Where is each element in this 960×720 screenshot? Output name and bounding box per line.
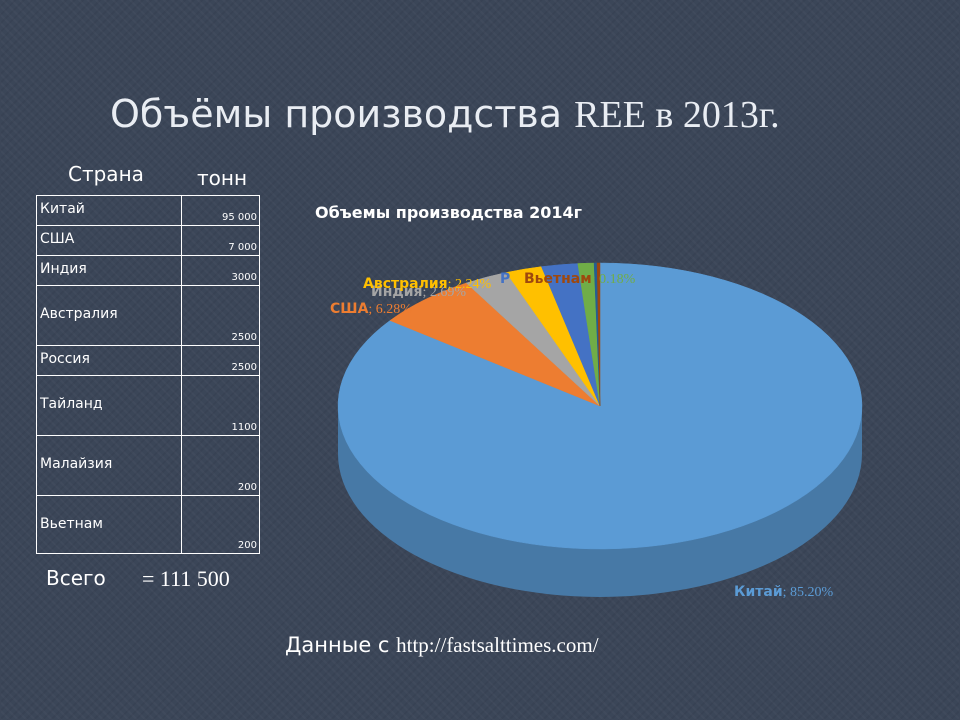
data-label-0: Китай; 85.20% (734, 584, 834, 600)
total-label: Всего (46, 566, 106, 590)
pie-slices (337, 262, 863, 550)
table-row: Вьетнам 200 (36, 495, 260, 554)
tons-cell: 200 (181, 435, 260, 496)
table-row: Индия 3000 (36, 255, 260, 286)
source-link[interactable]: http://fastsalttimes.com/ (396, 633, 599, 657)
column-header-country: Страна (68, 162, 144, 186)
country-cell: США (36, 225, 182, 256)
tons-cell: 7 000 (181, 225, 260, 256)
total-value: = 111 500 (142, 566, 230, 591)
slide-title: Объёмы производства REE в 2013г. (110, 92, 870, 137)
tons-cell: 2500 (181, 285, 260, 346)
data-label-3: Австралия; 2.24% (363, 276, 492, 292)
country-cell: Тайланд (36, 375, 182, 436)
data-label-overlap-2: Р (500, 271, 510, 287)
table-row: Тайланд 1100 (36, 375, 260, 436)
tons-cell: 95 000 (181, 195, 260, 226)
country-cell: Вьетнам (36, 495, 182, 554)
table-row: Россия 2500 (36, 345, 260, 376)
source-note: Данные с http://fastsalttimes.com/ (285, 633, 599, 658)
tons-cell: 200 (181, 495, 260, 554)
column-header-tons: тонн (197, 166, 248, 190)
table-row: США 7 000 (36, 225, 260, 256)
title-prefix: Объёмы производства (110, 92, 575, 136)
pie-side-0 (338, 406, 862, 597)
data-label-overlap: Вьетнам; 0.18% (524, 271, 636, 287)
title-suffix: REE в 2013г. (574, 94, 780, 136)
country-cell: Россия (36, 345, 182, 376)
tons-cell: 2500 (181, 345, 260, 376)
data-label-2: Индия; 2.69% (371, 284, 466, 300)
production-table: Китай 95 000 США 7 000 Индия 3000 Австра… (36, 195, 260, 554)
chart-title: Объемы производства 2014г (315, 203, 582, 222)
data-label-1: США; 6.28% (330, 301, 412, 317)
source-prefix: Данные с (285, 633, 397, 657)
tons-cell: 3000 (181, 255, 260, 286)
tons-cell: 1100 (181, 375, 260, 436)
pie-sides (338, 406, 862, 597)
country-cell: Индия (36, 255, 182, 286)
pie-slice-7 (596, 262, 601, 407)
